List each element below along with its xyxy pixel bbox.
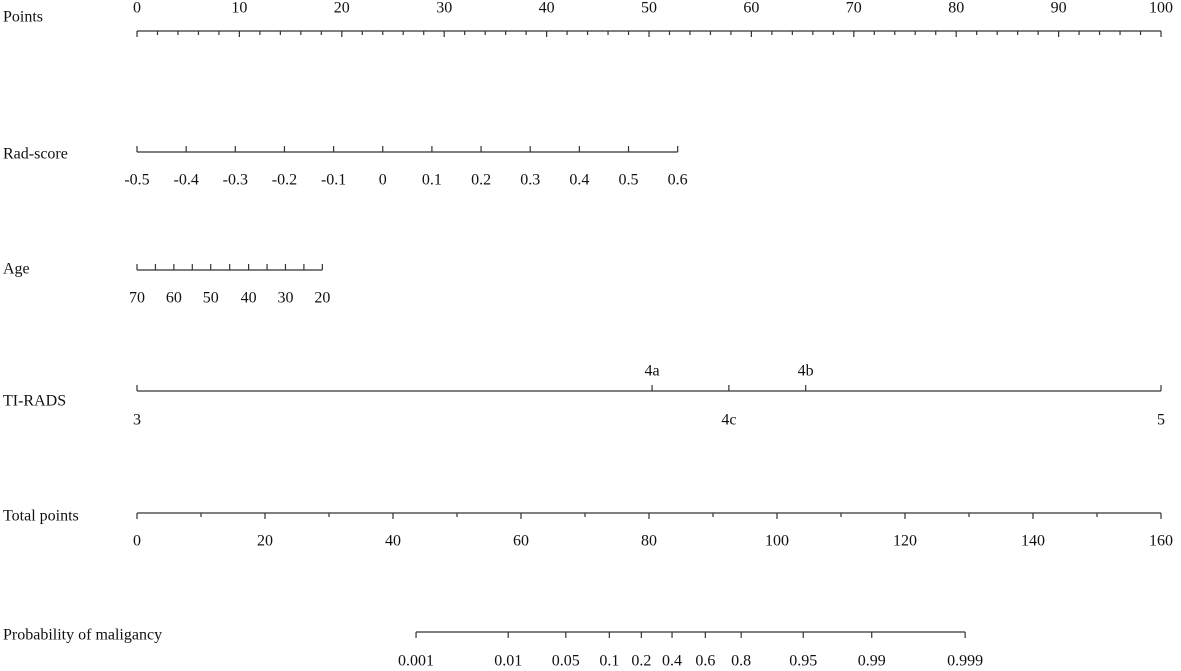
row-label: TI-RADS <box>3 393 66 410</box>
tick-label: 20 <box>314 290 330 307</box>
tick-label: 60 <box>166 290 182 307</box>
tick-label: 60 <box>513 533 529 550</box>
tick-label: 0 <box>133 0 141 17</box>
tick-label: 3 <box>133 412 141 429</box>
row-label: Age <box>3 261 30 278</box>
tick-label: 0.001 <box>398 653 434 670</box>
row-label: Probability of maligancy <box>3 627 162 644</box>
tick-label: 140 <box>1021 533 1045 550</box>
tick-label: 0.2 <box>631 653 651 670</box>
tick-label: 160 <box>1149 533 1173 550</box>
tick-label: 0.05 <box>552 653 580 670</box>
tick-label: 30 <box>277 290 293 307</box>
tick-label: -0.2 <box>272 172 297 189</box>
tick-label: 0.2 <box>471 172 491 189</box>
row-label: Rad-score <box>3 146 68 163</box>
tick-label: 4b <box>798 363 814 380</box>
tick-label: 0.8 <box>731 653 751 670</box>
tick-label: -0.4 <box>173 172 198 189</box>
tick-label: 0.6 <box>695 653 715 670</box>
tick-label: 0.99 <box>858 653 886 670</box>
tick-label: 80 <box>641 533 657 550</box>
tick-label: 30 <box>436 0 452 17</box>
tick-label: 90 <box>1051 0 1067 17</box>
tick-label: 0.6 <box>668 172 688 189</box>
tick-label: 100 <box>1149 0 1173 17</box>
tick-label: 70 <box>129 290 145 307</box>
tick-label: 20 <box>257 533 273 550</box>
tick-label: 40 <box>539 0 555 17</box>
tick-label: 0.95 <box>789 653 817 670</box>
tick-label: 5 <box>1157 412 1165 429</box>
row-label: Total points <box>3 508 79 525</box>
tick-label: 0.4 <box>569 172 589 189</box>
tick-label: 0.1 <box>422 172 442 189</box>
tick-label: -0.1 <box>321 172 346 189</box>
tick-label: 70 <box>846 0 862 17</box>
tick-label: 4c <box>721 412 736 429</box>
tick-label: 80 <box>948 0 964 17</box>
tick-label: -0.5 <box>124 172 149 189</box>
tick-label: 0.01 <box>494 653 522 670</box>
tick-label: 120 <box>893 533 917 550</box>
tick-label: 40 <box>241 290 257 307</box>
tick-label: 50 <box>203 290 219 307</box>
tick-label: 0.3 <box>520 172 540 189</box>
tick-label: 0.1 <box>599 653 619 670</box>
tick-label: 60 <box>743 0 759 17</box>
tick-label: 0.4 <box>662 653 682 670</box>
tick-label: 0 <box>133 533 141 550</box>
tick-label: 0.999 <box>947 653 983 670</box>
tick-label: 0.5 <box>619 172 639 189</box>
row-label: Points <box>3 9 43 26</box>
tick-label: -0.3 <box>223 172 248 189</box>
tick-label: 4a <box>645 363 660 380</box>
tick-label: 40 <box>385 533 401 550</box>
tick-label: 100 <box>765 533 789 550</box>
tick-label: 10 <box>231 0 247 17</box>
tick-label: 20 <box>334 0 350 17</box>
tick-label: 50 <box>641 0 657 17</box>
tick-label: 0 <box>379 172 387 189</box>
